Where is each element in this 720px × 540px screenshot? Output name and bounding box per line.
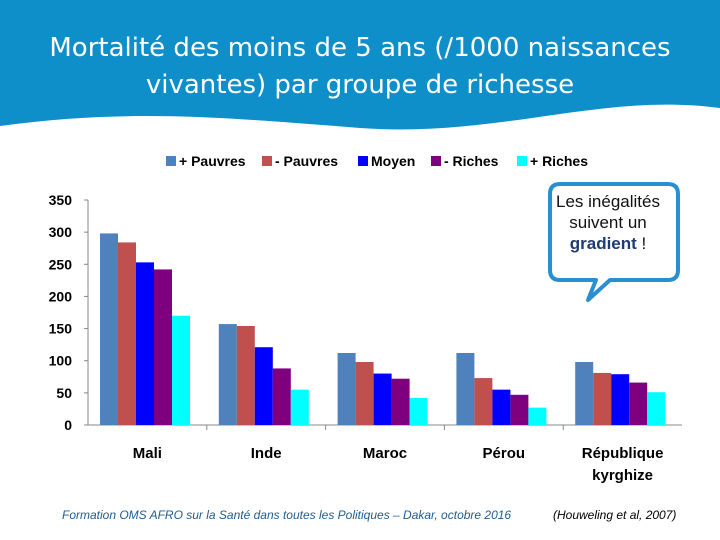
bar: [629, 382, 648, 425]
bar: [355, 362, 374, 425]
category-label: République: [582, 445, 664, 462]
category-label: kyrghize: [592, 467, 653, 484]
callout-bubble: [548, 182, 680, 302]
legend-label: - Pauvres: [275, 153, 338, 169]
y-tick-label: 150: [49, 321, 73, 337]
footer-citation: (Houweling et al, 2007): [553, 508, 677, 522]
y-tick-label: 100: [49, 353, 73, 369]
y-tick-label: 0: [64, 417, 72, 433]
bar: [409, 398, 428, 425]
y-tick-label: 300: [49, 224, 73, 240]
category-label: Maroc: [363, 445, 407, 462]
legend-label: + Riches: [530, 153, 588, 169]
title-banner: [0, 0, 720, 130]
callout-emphasis: gradient: [569, 234, 637, 253]
bar: [391, 378, 410, 425]
legend-swatch: [262, 156, 272, 166]
bar: [373, 373, 392, 425]
bar: [528, 407, 547, 425]
bar: [456, 353, 475, 425]
bar: [172, 315, 190, 425]
page-title: Mortalité des moins de 5 ans (/1000 nais…: [20, 30, 700, 104]
legend-label: + Pauvres: [179, 153, 246, 169]
category-label: Pérou: [483, 445, 526, 462]
bar: [593, 372, 612, 425]
bar: [510, 394, 529, 425]
bar: [337, 353, 356, 425]
bar: [647, 392, 666, 425]
bar: [290, 389, 309, 425]
footer-source-event: Formation OMS AFRO sur la Santé dans tou…: [62, 508, 512, 522]
category-label: Inde: [251, 445, 282, 462]
callout-line-3: gradient !: [548, 233, 668, 254]
legend-swatch: [517, 156, 527, 166]
legend-label: - Riches: [444, 153, 499, 169]
legend-swatch: [358, 156, 368, 166]
bar: [154, 269, 172, 425]
bar: [218, 324, 237, 425]
callout-line-1: Les inégalités: [556, 192, 660, 211]
bar: [136, 262, 154, 425]
bar: [272, 368, 291, 425]
bar: [100, 233, 118, 425]
y-tick-label: 200: [49, 288, 73, 304]
category-label: Mali: [133, 445, 162, 462]
bar: [254, 347, 273, 425]
bar: [611, 374, 630, 425]
banner-wave-shape: [0, 0, 720, 130]
y-tick-label: 350: [49, 192, 73, 208]
y-tick-label: 50: [56, 385, 72, 401]
callout-line-2: suivent un: [569, 213, 647, 232]
bar: [474, 378, 493, 425]
bar: [118, 242, 136, 425]
callout-suffix: !: [636, 234, 647, 253]
y-tick-label: 250: [49, 256, 73, 272]
callout-text: Les inégalités suivent un gradient !: [548, 191, 668, 254]
bar: [575, 362, 594, 425]
legend-swatch: [166, 156, 176, 166]
bar: [492, 389, 511, 425]
bar: [236, 326, 255, 425]
title-line-2: vivantes) par groupe de richesse: [145, 70, 575, 100]
legend-label: Moyen: [371, 153, 415, 169]
title-line-1: Mortalité des moins de 5 ans (/1000 nais…: [49, 33, 671, 63]
legend-swatch: [431, 156, 441, 166]
